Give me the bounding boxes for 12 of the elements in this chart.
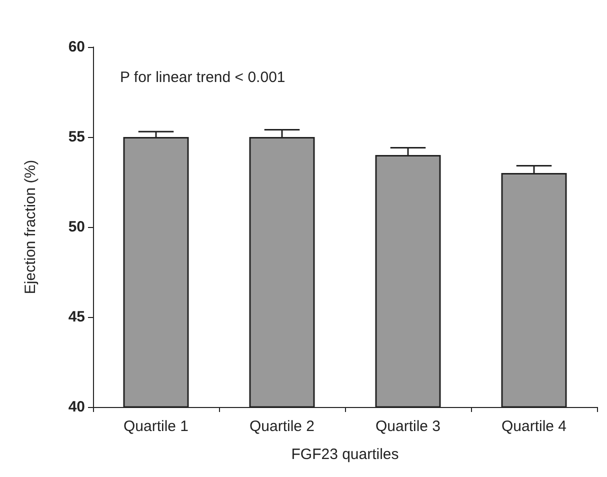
x-tick-label: Quartile 2 — [249, 418, 315, 435]
annotation: P for linear trend < 0.001 — [120, 69, 286, 86]
x-tick-label: Quartile 3 — [375, 418, 441, 435]
y-tick-label: 45 — [68, 308, 85, 326]
x-tick-label: Quartile 4 — [501, 418, 567, 435]
x-axis-title: FGF23 quartiles — [291, 446, 399, 463]
y-tick-label: 55 — [68, 128, 85, 146]
y-axis-title: Ejection fraction (%) — [22, 160, 39, 294]
y-tick-label: 50 — [68, 218, 85, 236]
y-tick-label: 40 — [68, 398, 85, 416]
y-tick-label: 60 — [68, 38, 85, 56]
x-tick-label: Quartile 1 — [123, 418, 189, 435]
